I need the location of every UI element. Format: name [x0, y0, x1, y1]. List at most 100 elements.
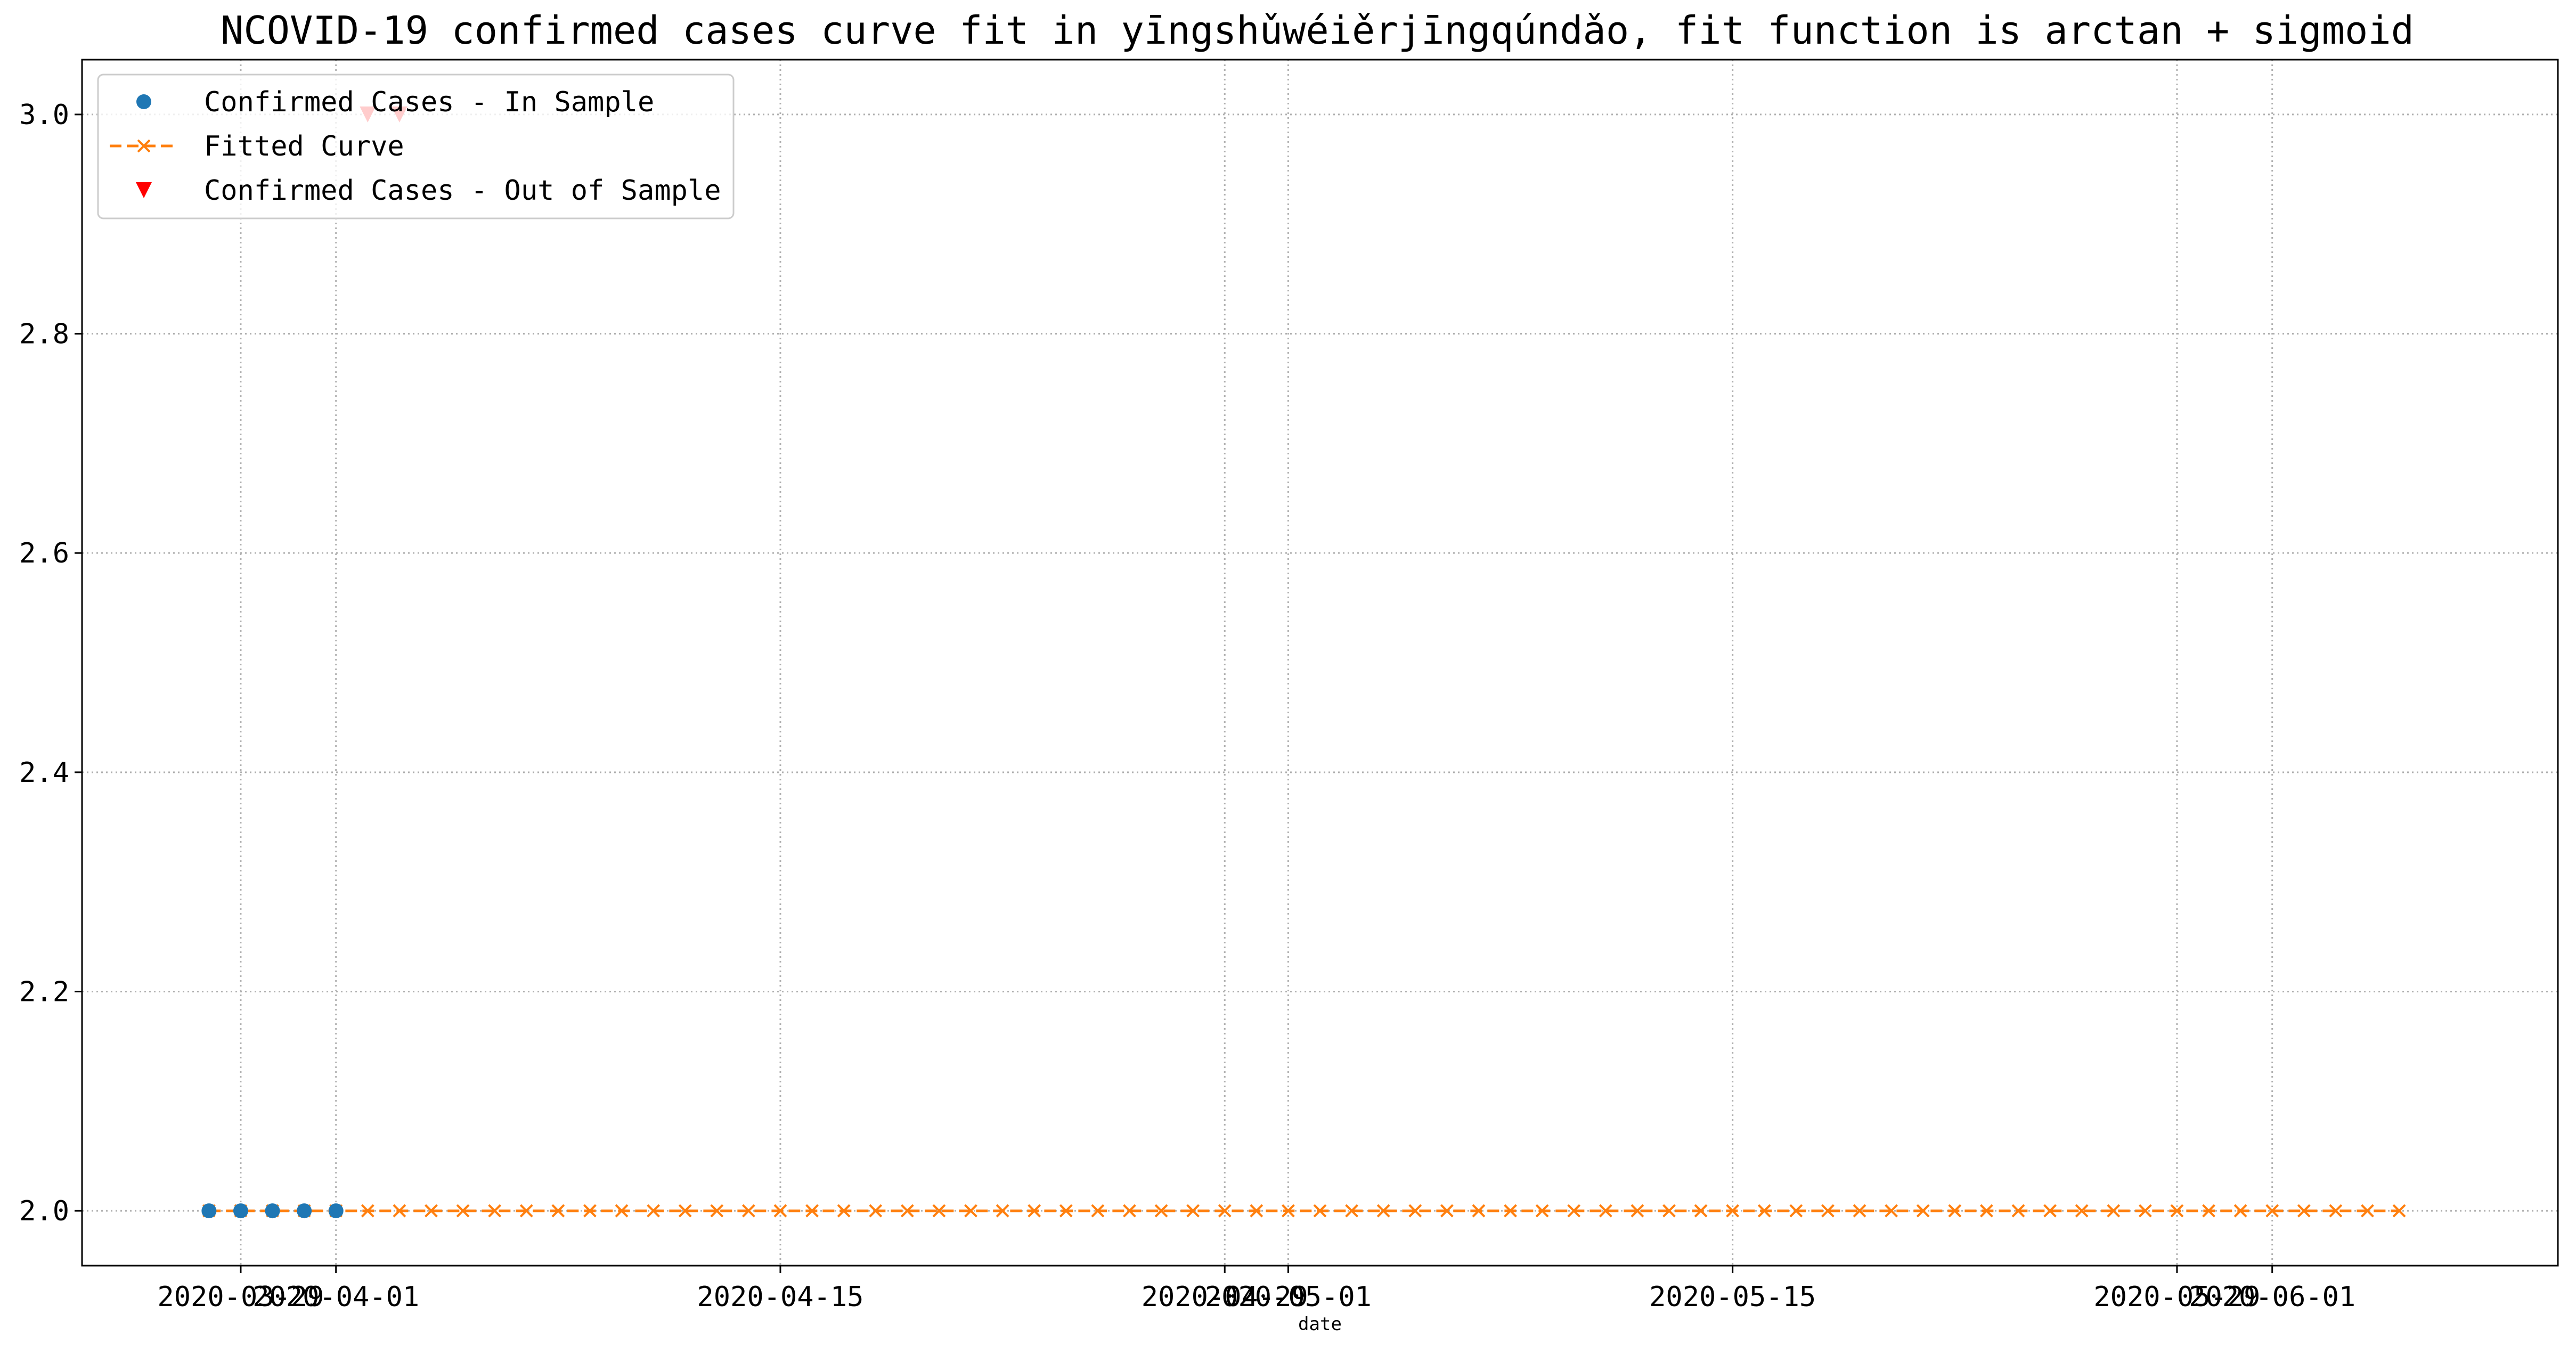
fitted-curve-point [1662, 1204, 1676, 1218]
fitted-curve-point [2202, 1204, 2215, 1218]
x-tick-label: 2020-05-29 [2093, 1281, 2260, 1313]
fitted-curve-point [1504, 1204, 1517, 1218]
fitted-curve-point [964, 1204, 977, 1218]
fitted-curve-point [1313, 1204, 1327, 1218]
fitted-curve-point-stroke-b [1631, 1204, 1644, 1218]
fitted-curve-point [2075, 1204, 2089, 1218]
fitted-curve-point-stroke-b [1535, 1204, 1549, 1218]
fitted-curve-point [1821, 1204, 1835, 1218]
fitted-curve-point [2329, 1204, 2343, 1218]
fitted-curve-point [2011, 1204, 2025, 1218]
fitted-curve-point-stroke-b [1376, 1204, 1390, 1218]
fitted-curve-point-stroke-b [1504, 1204, 1517, 1218]
fitted-curve-point [1853, 1204, 1866, 1218]
fitted-curve-point-stroke-b [2361, 1204, 2374, 1218]
in-sample-point [328, 1203, 344, 1219]
fitted-curve-point-stroke-b [647, 1204, 661, 1218]
fitted-curve-point [1948, 1204, 1962, 1218]
fitted-curve-point [456, 1204, 470, 1218]
fitted-curve-point-stroke-b [1599, 1204, 1612, 1218]
fitted-curve-point-stroke-b [2392, 1204, 2406, 1218]
fitted-curve-point-stroke-b [2138, 1204, 2152, 1218]
y-tick-label: 2.4 [19, 757, 69, 789]
fitted-curve-point-stroke-b [393, 1204, 406, 1218]
fitted-curve-point [932, 1204, 946, 1218]
y-tick-label: 2.0 [19, 1195, 69, 1227]
y-tick-label: 3.0 [19, 99, 69, 131]
fitted-curve-point [2107, 1204, 2121, 1218]
fitted-curve-point-stroke-b [1789, 1204, 1803, 1218]
fitted-curve-point [1472, 1204, 1486, 1218]
plot-area-frame [81, 59, 2559, 1267]
fitted-curve-point [996, 1204, 1009, 1218]
y-tick-label: 2.2 [19, 976, 69, 1008]
fitted-curve-point-stroke-b [583, 1204, 597, 1218]
fitted-curve-point [741, 1204, 755, 1218]
legend-fitted-curve-marker-stroke-b [137, 139, 151, 153]
fitted-curve-point [1408, 1204, 1422, 1218]
fitted-curve-point [1535, 1204, 1549, 1218]
fitted-curve-point [425, 1204, 438, 1218]
fitted-curve-point [1916, 1204, 1930, 1218]
fitted-curve-point-stroke-b [1059, 1204, 1073, 1218]
in-sample-point [297, 1203, 312, 1219]
x-tick-label: 2020-03-29 [157, 1281, 324, 1313]
legend: Confirmed Cases - In Sample Fitted Curve C… [97, 74, 735, 219]
fitted-curve-point-stroke-b [1091, 1204, 1105, 1218]
fitted-curve-point [615, 1204, 629, 1218]
fitted-curve-point-stroke-b [488, 1204, 502, 1218]
fitted-curve-point [1123, 1204, 1136, 1218]
fitted-curve-point [519, 1204, 533, 1218]
fitted-curve-point-stroke-b [456, 1204, 470, 1218]
fitted-curve-point [1726, 1204, 1740, 1218]
fitted-curve-point-stroke-b [837, 1204, 851, 1218]
fitted-curve-point [2170, 1204, 2184, 1218]
fitted-curve-point-stroke-b [1979, 1204, 1993, 1218]
fitted-curve-point [1059, 1204, 1073, 1218]
fitted-curve-point [361, 1204, 374, 1218]
fitted-curve-point-stroke-b [932, 1204, 946, 1218]
fitted-curve-point [2138, 1204, 2152, 1218]
fitted-curve-point-stroke-b [996, 1204, 1009, 1218]
fitted-curve-point [1631, 1204, 1644, 1218]
fitted-curve-point-stroke-b [1218, 1204, 1232, 1218]
legend-out-of-sample-marker [136, 182, 152, 198]
x-tick-label: 2020-04-29 [1142, 1281, 1308, 1313]
fitted-curve-point-stroke-b [519, 1204, 533, 1218]
fitted-curve-point-stroke-b [2202, 1204, 2215, 1218]
fitted-curve-point-stroke-b [2329, 1204, 2343, 1218]
y-tick-label: 2.8 [19, 319, 69, 351]
fitted-curve-point [1440, 1204, 1454, 1218]
fitted-curve-point-stroke-b [1028, 1204, 1041, 1218]
fitted-curve-point-stroke-b [773, 1204, 787, 1218]
fitted-curve-point-stroke-b [2107, 1204, 2121, 1218]
fitted-curve-point [805, 1204, 819, 1218]
fitted-curve-point-stroke-b [2075, 1204, 2089, 1218]
fitted-curve-point [1186, 1204, 1200, 1218]
chart-title: NCOVID-19 confirmed cases curve fit in y… [221, 8, 2414, 53]
fitted-curve-point [2265, 1204, 2279, 1218]
fitted-curve-point-stroke-b [869, 1204, 883, 1218]
fitted-curve-point-stroke-b [1313, 1204, 1327, 1218]
fitted-curve-point-stroke-b [1472, 1204, 1486, 1218]
fitted-curve-point-stroke-b [361, 1204, 374, 1218]
fitted-curve-point [1567, 1204, 1581, 1218]
fitted-curve-point [1154, 1204, 1168, 1218]
legend-label: Confirmed Cases - In Sample [204, 86, 654, 118]
fitted-curve-point [583, 1204, 597, 1218]
fitted-curve-point-stroke-b [1948, 1204, 1962, 1218]
fitted-curve-point [1599, 1204, 1612, 1218]
x-axis-label: date [1298, 1314, 1342, 1335]
fitted-curve-point-stroke-b [2233, 1204, 2247, 1218]
fitted-curve-point [1091, 1204, 1105, 1218]
fitted-curve-point [710, 1204, 724, 1218]
fitted-curve-point-stroke-b [1154, 1204, 1168, 1218]
fitted-curve-point [1757, 1204, 1771, 1218]
fitted-curve-point-stroke-b [2297, 1204, 2311, 1218]
fitted-curve-point [2043, 1204, 2057, 1218]
fitted-curve-point-stroke-b [964, 1204, 977, 1218]
x-tick-label: 2020-06-01 [2189, 1281, 2355, 1313]
fitted-curve-point-stroke-b [1281, 1204, 1295, 1218]
